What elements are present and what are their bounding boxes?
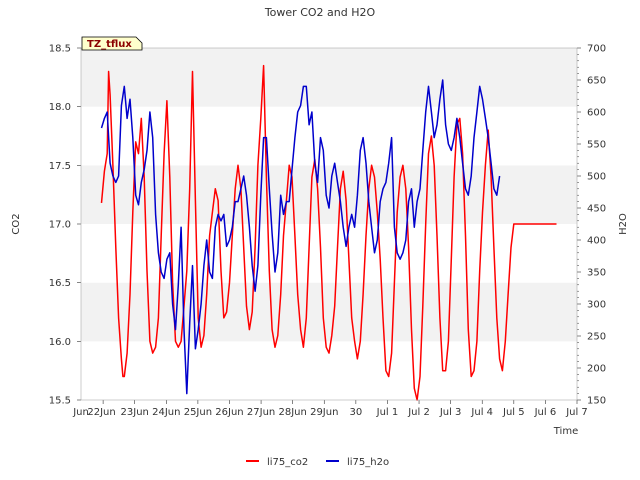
x-axis-title: Time — [553, 426, 578, 437]
left-y-tick-label: 17.0 — [49, 220, 71, 231]
right-y-tick-label: 650 — [587, 76, 606, 87]
x-tick-label: Jul 1 — [376, 407, 399, 418]
left-y-tick-label: 17.5 — [49, 161, 71, 172]
grid-band — [81, 224, 577, 283]
right-y-tick-label: 250 — [587, 332, 606, 343]
site-label: TZ_tflux — [87, 39, 132, 50]
right-y-tick-label: 150 — [587, 396, 606, 407]
grid-band — [81, 106, 577, 166]
right-y-tick-label: 400 — [587, 236, 606, 247]
left-y-axis-title: CO2 — [11, 213, 22, 234]
legend: li75_co2 li75_h2o — [246, 457, 389, 468]
site-label-box: TZ_tflux — [81, 36, 143, 51]
x-tick-label: 28Jun — [278, 407, 306, 418]
left-y-tick-label: 15.5 — [49, 396, 71, 407]
legend-label-co2: li75_co2 — [267, 457, 308, 468]
series-lines — [100, 64, 557, 401]
right-y-axis-title: H2O — [618, 213, 629, 235]
x-tick-label: 29Jun — [310, 407, 338, 418]
x-tick-label: 23Jun — [121, 407, 149, 418]
grid-band — [81, 282, 577, 342]
left-y-tick-label: 16.0 — [49, 337, 71, 348]
right-y-tick-label: 200 — [587, 364, 606, 375]
x-tick-label: Jul 7 — [565, 407, 588, 418]
right-y-tick-label: 500 — [587, 172, 606, 183]
grid-band — [81, 48, 577, 107]
right-y-tick-label: 450 — [587, 204, 606, 215]
x-tick-label: 26Jun — [215, 407, 243, 418]
right-y-tick-label: 300 — [587, 300, 606, 311]
left-y-tick-label: 16.5 — [49, 278, 71, 289]
plot-frame — [80, 47, 578, 401]
series-line-li75_h2o — [100, 79, 501, 395]
x-tick-label: Jul 5 — [502, 407, 525, 418]
series-line-li75_co2 — [100, 64, 557, 401]
x-tick-label: Jun — [72, 407, 89, 418]
x-tick-label: 22Jun — [87, 407, 115, 418]
x-tick-label: Jul 3 — [439, 407, 462, 418]
left-y-axis: 15.5 16.0 16.5 17.0 17.5 18.0 18.5 — [49, 44, 81, 407]
right-y-axis: 150 200 250 300 350 400 450 500 550 600 650 700 — [577, 44, 606, 407]
x-tick-label: 24Jun — [152, 407, 180, 418]
x-tick-label: Jul 4 — [470, 407, 493, 418]
x-tick-label: 27Jun — [247, 407, 275, 418]
legend-label-h2o: li75_h2o — [347, 457, 389, 468]
right-y-tick-label: 700 — [587, 44, 606, 55]
x-tick-label: Jul 2 — [407, 407, 430, 418]
right-y-tick-label: 350 — [587, 268, 606, 279]
right-y-tick-label: 600 — [587, 108, 606, 119]
x-tick-label: Jul 6 — [534, 407, 557, 418]
x-tick-label: 30 — [349, 407, 362, 418]
chart-title: Tower CO2 and H2O — [264, 6, 376, 19]
left-y-tick-label: 18.0 — [49, 102, 71, 113]
right-y-tick-label: 550 — [587, 140, 606, 151]
left-y-tick-label: 18.5 — [49, 44, 71, 55]
x-tick-label: 25Jun — [184, 407, 212, 418]
